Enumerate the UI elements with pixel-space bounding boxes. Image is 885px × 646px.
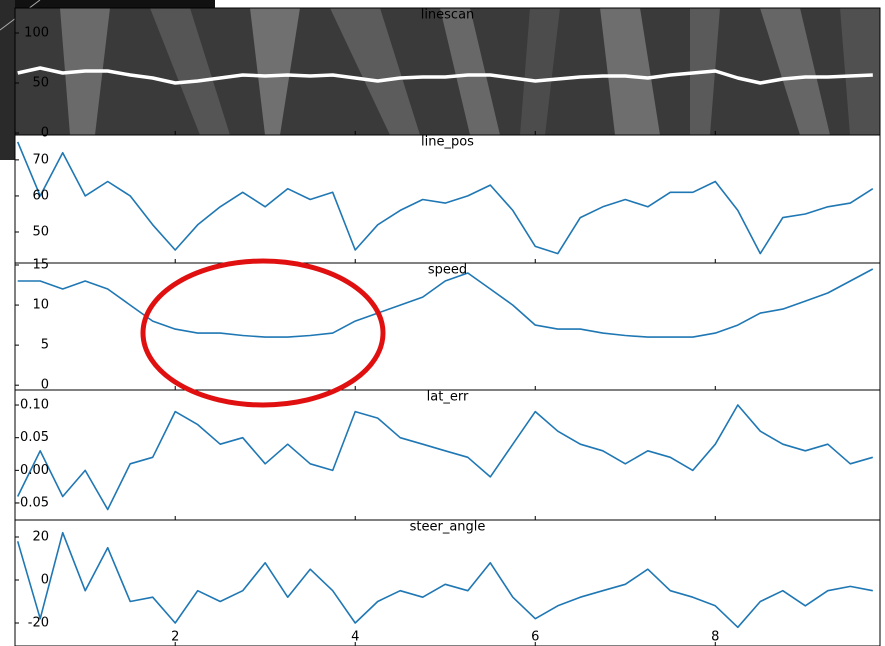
y-tick-label: 0 — [41, 572, 49, 587]
panel-frame — [15, 520, 880, 646]
y-tick-label: 60 — [32, 188, 49, 203]
linescan-image — [15, 8, 880, 135]
data-line — [18, 142, 873, 254]
panel-title: linescan — [421, 8, 475, 23]
highlight-annotation — [143, 261, 383, 405]
y-tick-label: 50 — [32, 76, 49, 91]
panel-title: steer_angle — [410, 520, 486, 535]
panel-title: speed — [428, 263, 467, 278]
y-tick-label: 5 — [41, 338, 49, 353]
y-tick-label: -20 — [28, 615, 49, 630]
y-tick-label: 15 — [32, 258, 49, 273]
panel-frame — [15, 135, 880, 263]
panel-frame — [15, 390, 880, 520]
panel-title: line_pos — [421, 135, 474, 150]
x-tick-label: 4 — [351, 630, 359, 645]
y-tick-label: 0 — [41, 126, 49, 141]
x-tick-label: 6 — [531, 630, 539, 645]
y-tick-label: 0.05 — [20, 430, 49, 445]
y-tick-label: -0.05 — [15, 496, 49, 511]
data-line — [18, 269, 873, 337]
y-tick-label: 20 — [32, 529, 49, 544]
y-tick-label: 10 — [32, 298, 49, 313]
x-tick-label: 2 — [171, 630, 179, 645]
y-tick-label: 70 — [32, 152, 49, 167]
data-line — [18, 405, 873, 510]
y-tick-label: 100 — [24, 26, 49, 41]
panel-title: lat_err — [427, 390, 469, 405]
y-tick-label: 0.10 — [20, 398, 49, 413]
figure: linescan 0 50 100 line_pos 50 60 70 speed 0 5 10 15 l… — [0, 0, 885, 646]
x-tick-label: 8 — [711, 630, 719, 645]
y-tick-label: 50 — [32, 224, 49, 239]
data-line — [18, 533, 873, 628]
y-tick-label: 0.00 — [20, 463, 49, 478]
